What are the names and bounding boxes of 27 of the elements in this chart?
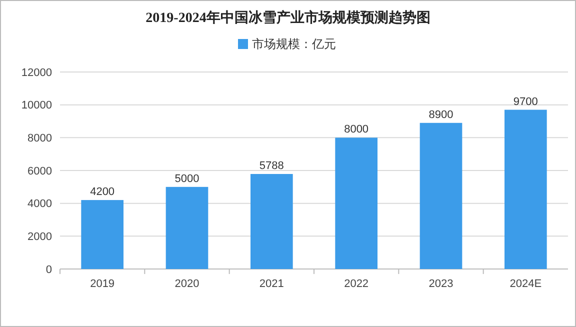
y-tick-label: 6000 — [28, 165, 52, 178]
y-tick-label: 0 — [46, 264, 52, 276]
y-tick-label: 10000 — [21, 100, 52, 112]
data-label: 5788 — [259, 160, 284, 172]
bar — [335, 138, 378, 269]
data-label: 9700 — [513, 96, 538, 108]
bar — [166, 186, 208, 269]
data-label: 4200 — [90, 186, 115, 198]
y-tick-label: 12000 — [21, 66, 52, 79]
bar — [504, 110, 547, 269]
data-label: 8900 — [428, 108, 454, 121]
x-tick-label: 2022 — [344, 278, 369, 290]
x-tick-label: 2024E — [510, 278, 542, 290]
x-tick-label: 2021 — [259, 278, 284, 290]
y-tick-label: 2000 — [28, 231, 52, 244]
chart-title: 2019-2024年中国冰雪产业市场规模预测趋势图 — [146, 9, 430, 26]
bar — [81, 200, 124, 269]
x-tick-label: 2020 — [174, 278, 200, 290]
x-tick-label: 2019 — [90, 278, 115, 290]
bar — [420, 122, 462, 269]
data-label: 8000 — [344, 124, 369, 136]
legend-label: 市场规模：亿元 — [252, 37, 336, 51]
y-tick-label: 8000 — [28, 132, 52, 145]
y-tick-label: 4000 — [28, 198, 52, 210]
x-tick-label: 2023 — [428, 278, 454, 290]
bar — [250, 174, 293, 269]
data-label: 5000 — [174, 172, 200, 185]
